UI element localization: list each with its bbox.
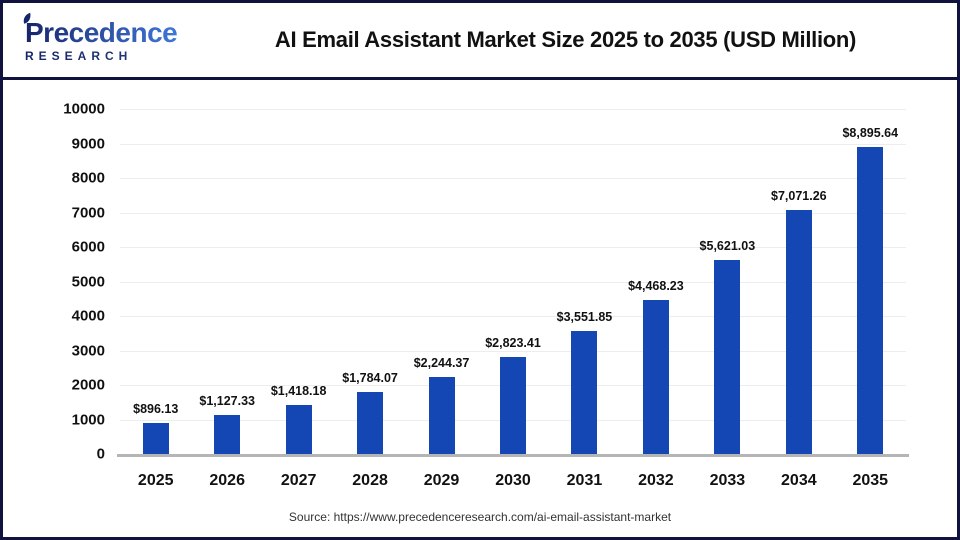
precedence-research-logo: Precedence RESEARCH xyxy=(3,12,198,62)
logo-wordmark: Precedence xyxy=(23,12,178,48)
plot-area: $896.13 2025 $1,127.33 2026 $1,418.18 2027 $1,… xyxy=(117,109,909,489)
bar-2034 xyxy=(785,210,812,454)
bar-value-label: $7,071.26 xyxy=(771,189,827,204)
x-tick-label: 2028 xyxy=(352,472,388,489)
logo-primary-text: Precedence xyxy=(25,16,178,48)
bar-2025 xyxy=(142,423,169,454)
y-tick-label: 3000 xyxy=(71,342,105,359)
x-tick-label: 2033 xyxy=(709,472,746,489)
source-text: Source: https://www.precedenceresearch.c… xyxy=(288,510,672,524)
logo-secondary-text: RESEARCH xyxy=(25,50,198,62)
gridline xyxy=(120,247,906,248)
x-tick-label: 2031 xyxy=(566,472,603,489)
y-tick-label: 7000 xyxy=(71,204,105,221)
chart-area: 0 1000 2000 3000 4000 5000 6000 7000 8000 9000 100… xyxy=(3,80,957,534)
x-tick-label: 2030 xyxy=(495,472,531,489)
bar-2028 xyxy=(357,392,384,454)
x-tick-label: 2029 xyxy=(423,472,460,489)
bar-2026 xyxy=(214,415,241,454)
bar-2032 xyxy=(642,299,669,454)
bar-value-label: $4,468.23 xyxy=(628,278,684,293)
y-tick-label: 0 xyxy=(96,445,105,463)
x-axis-baseline xyxy=(117,454,909,457)
header: Precedence RESEARCH AI Email Assistant M… xyxy=(3,3,957,80)
y-tick-label: 2000 xyxy=(71,376,105,394)
bar-value-label: $1,784.07 xyxy=(342,371,398,386)
y-tick-label: 10000 xyxy=(63,100,105,118)
bar-value-label: $896.13 xyxy=(133,402,179,417)
bar-value-label: $3,551.85 xyxy=(556,310,613,325)
chart-title: AI Email Assistant Market Size 2025 to 2… xyxy=(274,27,857,52)
x-tick-label: 2025 xyxy=(137,472,174,489)
gridline xyxy=(120,143,906,145)
bar-value-label: $2,244.37 xyxy=(413,355,470,370)
y-tick-label: 4000 xyxy=(71,307,105,325)
bar-2030 xyxy=(500,356,526,454)
bar-value-label: $2,823.41 xyxy=(485,335,541,350)
bar-2035 xyxy=(857,147,884,454)
gridline xyxy=(120,350,906,352)
gridline xyxy=(120,178,906,179)
bar-value-label: $5,621.03 xyxy=(699,239,756,254)
x-tick-label: 2034 xyxy=(781,472,817,489)
x-tick-label: 2026 xyxy=(209,472,245,489)
bar-2027 xyxy=(285,405,312,454)
x-tick-label: 2027 xyxy=(280,472,317,489)
y-tick-label: 5000 xyxy=(71,273,105,290)
y-tick-label: 9000 xyxy=(71,135,105,152)
bar-2029 xyxy=(428,376,455,454)
y-tick-label: 8000 xyxy=(71,169,105,187)
gridline xyxy=(120,281,906,283)
bar-2033 xyxy=(714,260,741,454)
bar-value-label: $1,127.33 xyxy=(199,394,255,409)
leaf-icon xyxy=(23,12,31,24)
y-axis: 0 1000 2000 3000 4000 5000 6000 7000 8000 9000 100… xyxy=(3,101,105,463)
x-tick-label: 2035 xyxy=(852,472,889,489)
bar-value-label: $1,418.18 xyxy=(270,384,327,399)
gridline xyxy=(120,212,906,214)
bar-value-label: $8,895.64 xyxy=(842,126,899,141)
y-tick-label: 6000 xyxy=(71,238,105,256)
x-tick-label: 2032 xyxy=(638,472,674,489)
y-tick-label: 1000 xyxy=(71,411,105,428)
gridline xyxy=(120,316,906,317)
bar-2031 xyxy=(571,331,598,454)
gridline xyxy=(120,109,906,110)
